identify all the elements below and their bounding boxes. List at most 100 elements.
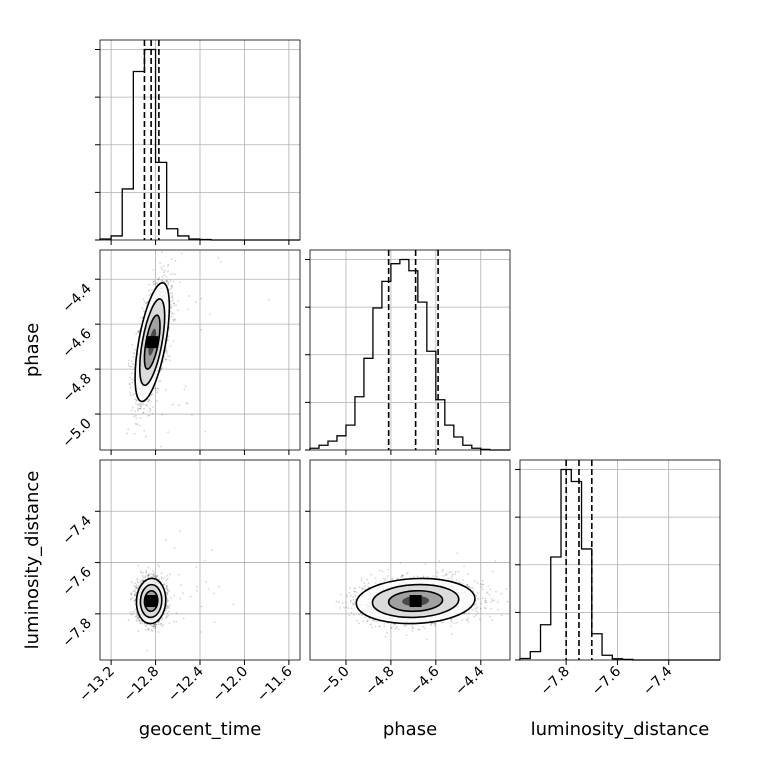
scatter-point-distance-geocent — [152, 625, 155, 628]
scatter-point-distance-geocent — [133, 610, 136, 613]
scatter-point-distance-geocent — [136, 614, 138, 617]
scatter-point-phase-geocent — [184, 385, 187, 388]
hist-panel-phase — [309, 249, 511, 451]
scatter-point-phase-geocent — [155, 282, 158, 284]
scatter-point-phase-geocent — [170, 296, 173, 299]
scatter-point-phase-geocent — [174, 273, 176, 276]
scatter-point-distance-geocent — [136, 587, 138, 589]
scatter-point-phase-geocent — [158, 380, 161, 383]
scatter-point-distance-geocent — [170, 597, 172, 599]
scatter-point-distance-geocent — [145, 624, 148, 627]
scatter-point-phase-geocent — [128, 383, 131, 386]
scatter-point-distance-geocent — [135, 586, 137, 589]
scatter-point-distance-geocent — [138, 620, 141, 622]
scatter-point-phase-geocent — [138, 330, 141, 332]
scatter-point-phase-geocent — [169, 273, 172, 275]
scatter-point-distance-geocent — [166, 585, 169, 587]
scatter-point-phase-geocent — [145, 302, 148, 305]
scatter-point-distance-geocent — [154, 625, 157, 628]
scatter-point-distance-geocent — [166, 600, 168, 603]
scatter-point-phase-geocent — [131, 378, 134, 380]
scatter-point-distance-geocent — [172, 620, 175, 623]
scatter-point-phase-geocent — [162, 265, 165, 267]
scatter-point-phase-geocent — [158, 277, 161, 279]
scatter-point-distance-geocent — [134, 585, 137, 588]
scatter-point-distance-geocent — [139, 622, 142, 625]
scatter-point-distance-geocent — [139, 570, 142, 573]
scatter-point-distance-geocent — [141, 574, 144, 577]
scatter-point-phase-geocent — [163, 274, 166, 276]
scatter-point-distance-geocent — [175, 612, 178, 615]
scatter-point-phase-geocent — [135, 333, 138, 335]
scatter-point-phase-geocent — [167, 270, 170, 273]
scatter-point-phase-geocent — [129, 394, 132, 396]
scatter-point-distance-geocent — [155, 575, 158, 578]
scatter-point-distance-geocent — [165, 539, 167, 542]
scatter-point-phase-geocent — [139, 424, 141, 427]
hist-bin-phase-16 — [454, 437, 463, 450]
scatter-point-phase-geocent — [208, 313, 211, 316]
hist-panel-luminosity-distance — [519, 459, 721, 661]
scatter-point-phase-geocent — [167, 355, 169, 358]
scatter-point-phase-geocent — [160, 266, 163, 269]
scatter-point-phase-geocent — [164, 359, 167, 361]
scatter-point-distance-geocent — [218, 585, 220, 588]
scatter-point-distance-geocent — [152, 623, 155, 626]
hist-bin-phase-1 — [319, 445, 328, 450]
scatter-point-phase-geocent — [171, 272, 174, 275]
scatter-point-phase-geocent — [134, 348, 136, 351]
hist-bin-luminosity-distance-8 — [602, 655, 612, 660]
scatter-point-phase-geocent — [166, 279, 169, 282]
scatter-point-distance-geocent — [158, 565, 161, 568]
scatter-point-distance-geocent — [199, 631, 202, 633]
scatter-point-distance-geocent — [135, 592, 138, 594]
hist-bin-geocent-time-2 — [122, 189, 133, 240]
scatter-point-distance-geocent — [135, 584, 138, 587]
scatter-point-phase-geocent — [167, 265, 169, 267]
scatter-point-distance-geocent — [166, 607, 168, 610]
scatter-point-phase-geocent — [185, 209, 187, 211]
scatter-point-phase-geocent — [170, 287, 172, 290]
hist-bin-phase-17 — [463, 445, 472, 450]
scatter-point-phase-geocent — [166, 339, 169, 341]
scatter-point-phase-geocent — [187, 308, 190, 311]
grid-scatter-distance-geocent — [100, 460, 300, 660]
scatter-point-phase-geocent — [134, 402, 137, 405]
scatter-point-distance-geocent — [136, 577, 139, 580]
scatter-point-phase-geocent — [165, 275, 168, 278]
scatter-point-phase-geocent — [149, 408, 152, 411]
scatter-point-phase-geocent — [155, 389, 158, 392]
scatter-point-phase-geocent — [171, 292, 174, 295]
scatter-point-distance-geocent — [157, 621, 160, 623]
scatter-point-phase-geocent — [148, 399, 150, 402]
scatter-point-phase-geocent — [174, 319, 177, 321]
scatter-point-phase-geocent — [139, 407, 142, 410]
scatter-point-phase-geocent — [147, 400, 150, 403]
scatter-point-phase-geocent — [267, 298, 270, 301]
scatter-point-distance-geocent — [136, 587, 139, 590]
scatter-point-phase-geocent — [179, 281, 182, 284]
scatter-point-phase-geocent — [139, 407, 142, 410]
scatter-point-distance-geocent — [135, 620, 138, 622]
scatter-point-phase-geocent — [129, 365, 132, 368]
scatter-point-distance-geocent — [150, 629, 153, 632]
scatter-point-phase-geocent — [171, 403, 174, 406]
scatter-point-distance-geocent — [135, 615, 138, 618]
scatter-point-phase-geocent — [126, 432, 128, 435]
scatter-point-distance-geocent — [147, 566, 150, 569]
scatter-point-distance-geocent — [156, 574, 159, 577]
hist-bin-geocent-time-6 — [167, 229, 178, 240]
scatter-point-distance-geocent — [166, 605, 169, 607]
scatter-point-phase-geocent — [156, 391, 159, 394]
scatter-point-distance-geocent — [134, 603, 136, 605]
scatter-point-phase-geocent — [134, 398, 136, 401]
scatter-point-phase-geocent — [169, 359, 171, 362]
scatter-point-phase-geocent — [143, 300, 146, 303]
scatter-point-distance-geocent — [142, 572, 144, 574]
scatter-point-distance-geocent — [146, 575, 149, 577]
scatter-point-phase-geocent — [142, 411, 144, 414]
scatter-point-phase-geocent — [148, 283, 151, 286]
scatter-point-distance-geocent — [205, 580, 208, 583]
scatter-point-phase-geocent — [167, 431, 170, 434]
hist-bin-phase-11 — [409, 271, 418, 450]
